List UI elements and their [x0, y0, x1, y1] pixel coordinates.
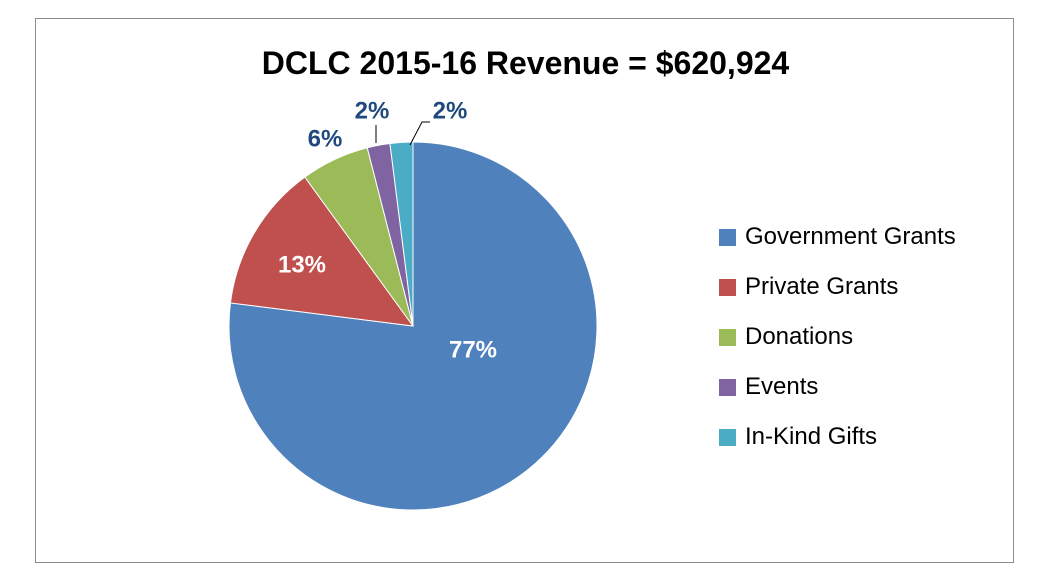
data-label: 6%: [308, 125, 343, 152]
chart-title: DCLC 2015-16 Revenue = $620,924: [261, 45, 790, 81]
legend-swatch: [719, 428, 736, 446]
leader-line: [409, 121, 430, 146]
legend-item: Events: [719, 362, 956, 412]
legend-label: Donations: [745, 323, 854, 350]
legend-swatch: [719, 278, 736, 296]
legend-item: Government Grants: [719, 212, 956, 262]
legend-item: In-Kind Gifts: [719, 412, 956, 462]
legend: Government Grants Private Grants Donations…: [719, 212, 956, 462]
legend-swatch: [719, 228, 736, 246]
pie-slice-private-grants: [229, 176, 415, 327]
data-label: 77%: [449, 336, 497, 363]
legend-item: Private Grants: [719, 262, 956, 312]
legend-label: In-Kind Gifts: [745, 423, 878, 450]
pie-chart: 77% 13% 6% 2% 2%: [228, 97, 598, 511]
legend-label: Government Grants: [745, 223, 956, 250]
pie-slice-in-kind-gifts: [389, 141, 414, 327]
data-label: 13%: [278, 251, 326, 278]
legend-item: Donations: [719, 312, 956, 362]
pie-slice-government-grants: [228, 141, 598, 511]
legend-swatch: [719, 328, 736, 346]
legend-label: Private Grants: [745, 273, 899, 300]
data-label: 2%: [433, 97, 468, 124]
chart-frame: DCLC 2015-16 Revenue = $620,924 77% 13% 6%…: [35, 18, 1014, 563]
legend-swatch: [719, 378, 736, 396]
legend-label: Events: [745, 373, 819, 400]
data-label: 2%: [355, 97, 390, 124]
